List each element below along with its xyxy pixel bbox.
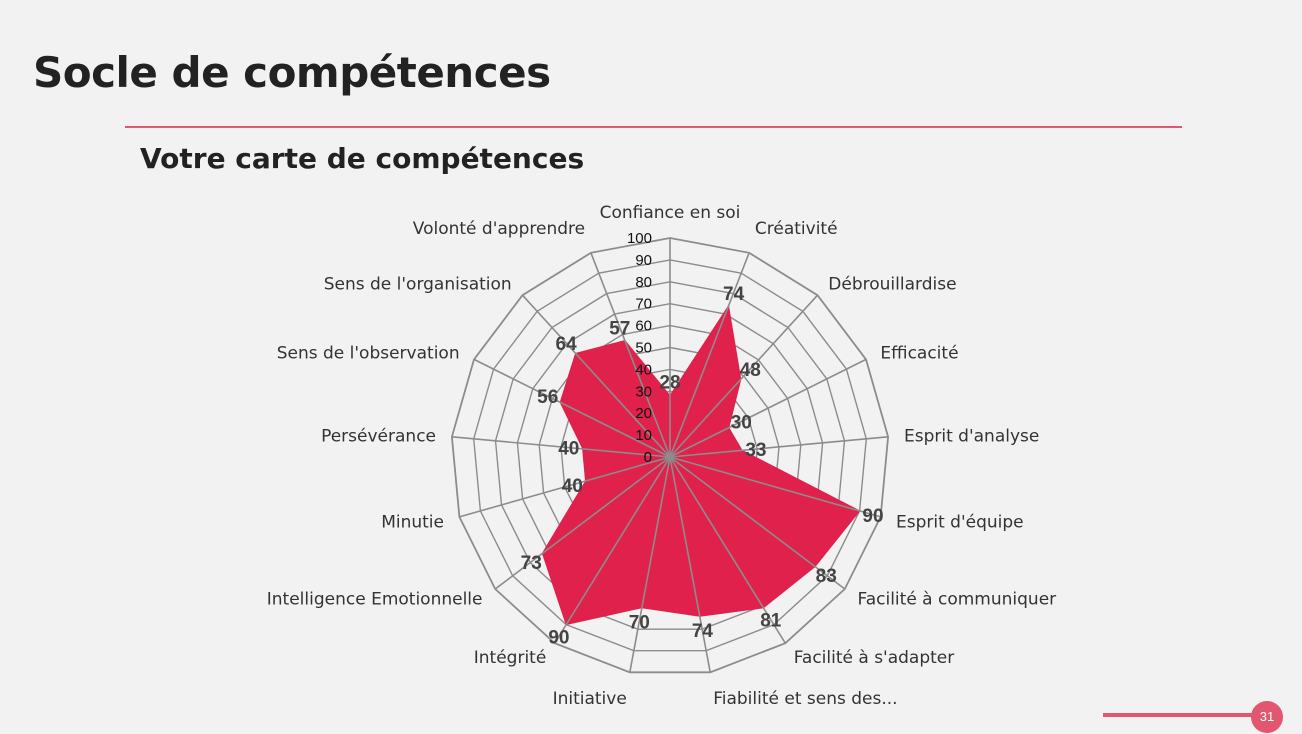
tick-label: 60 — [635, 318, 652, 335]
category-label: Fiabilité et sens des... — [713, 689, 897, 709]
tick-label: 90 — [635, 252, 652, 269]
category-label: Esprit d'analyse — [904, 426, 1039, 446]
category-label: Efficacité — [880, 343, 958, 363]
data-value-label: 40 — [562, 476, 583, 497]
chart-subtitle: Votre carte de compétences — [140, 142, 585, 175]
spoke-line — [669, 456, 846, 590]
slide-title: Socle de compétences — [33, 48, 551, 97]
spoke-line — [494, 456, 671, 590]
category-label: Confiance en soi — [600, 203, 741, 223]
spoke-line — [459, 456, 671, 518]
spoke-line — [473, 358, 671, 458]
category-label: Créativité — [755, 219, 838, 239]
spoke-line — [669, 436, 889, 458]
grid-ring — [494, 281, 846, 630]
tick-label: 50 — [635, 340, 652, 357]
spoke-line — [451, 436, 671, 458]
spoke-line — [629, 456, 671, 673]
tick-label: 20 — [635, 405, 652, 422]
data-value-label: 90 — [862, 506, 883, 527]
radar-tick-labels: 0 10 20 30 40 50 60 70 80 90 100 — [627, 230, 652, 466]
data-value-label: 48 — [740, 360, 761, 381]
tick-label: 10 — [635, 427, 652, 444]
tick-label: 80 — [635, 274, 652, 291]
data-value-label: 83 — [816, 566, 837, 587]
spoke-line — [669, 456, 786, 644]
data-value-label: 28 — [659, 373, 680, 394]
category-label: Initiative — [553, 689, 627, 709]
grid-ring — [450, 237, 890, 674]
grid-ring — [472, 259, 868, 652]
footer-accent-line — [1103, 713, 1253, 717]
category-label: Facilité à communiquer — [858, 590, 1057, 610]
category-label: Esprit d'équipe — [896, 512, 1024, 532]
spoke-line — [669, 358, 867, 458]
spoke-line — [669, 294, 819, 458]
radar-category-labels: Confiance en soi Créativité Débrouillardis… — [267, 203, 1056, 709]
spoke-line — [669, 252, 750, 458]
spoke-line — [590, 252, 671, 458]
category-label: Minutie — [381, 512, 444, 532]
data-value-label: 56 — [537, 387, 558, 408]
category-label: Sens de l'observation — [277, 343, 460, 363]
data-value-label: 81 — [760, 611, 782, 632]
category-label: Volonté d'apprendre — [413, 219, 585, 239]
category-label: Débrouillardise — [828, 274, 956, 294]
data-value-label: 74 — [723, 284, 745, 305]
data-value-label: 64 — [556, 334, 578, 355]
tick-label: 0 — [644, 449, 652, 466]
page-number-badge: 31 — [1251, 701, 1283, 733]
data-value-label: 33 — [745, 440, 766, 461]
radar-spokes — [451, 238, 889, 673]
data-value-label: 40 — [558, 439, 579, 460]
category-label: Intelligence Emotionnelle — [267, 590, 483, 610]
tick-label: 100 — [627, 230, 652, 247]
tick-label: 70 — [635, 296, 652, 313]
category-label: Persévérance — [321, 426, 436, 446]
spoke-line — [669, 456, 881, 518]
data-value-label: 70 — [629, 613, 650, 634]
tick-label: 40 — [635, 361, 652, 378]
spoke-line — [669, 456, 711, 673]
category-label: Intégrité — [474, 648, 547, 668]
data-value-label: 30 — [731, 413, 752, 434]
category-label: Sens de l'organisation — [324, 274, 512, 294]
title-divider — [125, 126, 1182, 128]
data-value-label: 73 — [521, 553, 542, 574]
data-value-label: 74 — [692, 621, 714, 642]
spoke-line — [554, 456, 671, 644]
radar-data-labels: 28 74 48 30 33 90 83 81 74 70 90 73 40 40 56 64 57 — [521, 284, 884, 649]
tick-label: 30 — [635, 383, 652, 400]
data-value-label: 90 — [548, 628, 569, 649]
category-label: Facilité à s'adapter — [794, 648, 955, 668]
data-value-label: 57 — [609, 319, 630, 340]
spoke-line — [521, 294, 671, 458]
